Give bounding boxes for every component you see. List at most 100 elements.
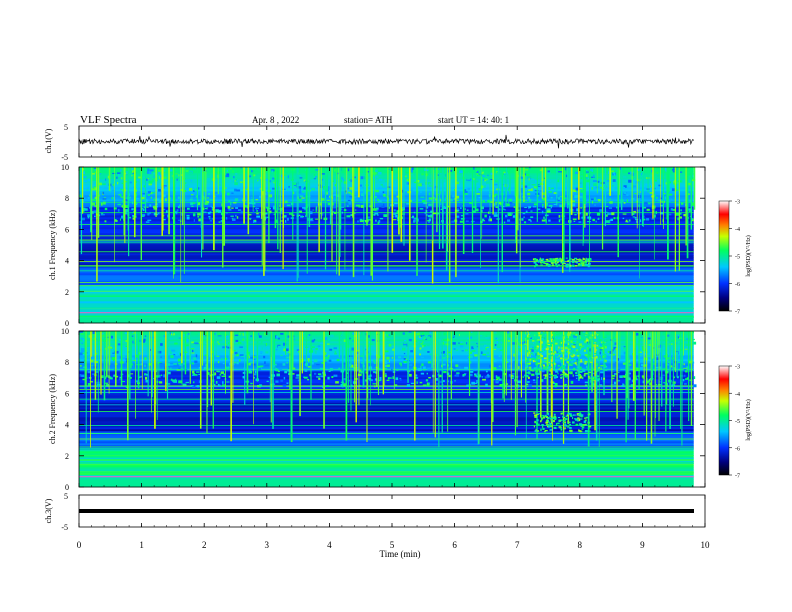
spectrogram-noise xyxy=(441,350,445,354)
spectrogram-noise xyxy=(112,196,115,200)
spectrogram-noise xyxy=(132,217,136,220)
spectrogram-noise xyxy=(111,189,116,192)
spectrogram-noise xyxy=(162,173,165,176)
spectrogram-hiss xyxy=(562,412,564,414)
spectrogram-noise xyxy=(533,381,537,383)
spectrogram-noise xyxy=(693,341,697,345)
spectrogram-noise xyxy=(333,195,336,197)
spectrogram-noise xyxy=(322,186,327,190)
spectrogram-emission-line xyxy=(79,251,694,253)
spectrogram-noise xyxy=(330,194,332,196)
spectrogram-noise xyxy=(297,379,300,382)
spectrogram-noise xyxy=(538,201,542,203)
spectrogram-band xyxy=(79,199,694,202)
spectrogram-noise xyxy=(387,377,390,380)
frequency-tick-label: 6 xyxy=(65,389,69,398)
spectrogram-noise xyxy=(215,209,219,213)
spectrogram-hiss xyxy=(525,357,528,360)
spectrogram-noise xyxy=(313,359,318,363)
spectrogram-noise xyxy=(147,178,149,180)
spectrogram-band xyxy=(79,485,694,488)
spectrogram-hiss xyxy=(556,336,558,339)
spectrogram-noise xyxy=(419,208,424,210)
spectrogram-noise xyxy=(483,344,487,347)
spectrogram-noise xyxy=(432,212,437,215)
ch1-waveform-trace xyxy=(78,134,694,149)
spectrogram-noise xyxy=(454,189,456,191)
spectrogram-noise xyxy=(259,195,261,199)
spectrogram-noise xyxy=(130,357,134,361)
spectrogram-band xyxy=(79,429,694,432)
spectrogram-hiss xyxy=(569,359,572,361)
spectrogram-noise xyxy=(455,195,460,199)
spectrogram-noise xyxy=(152,205,156,209)
spectrogram-noise xyxy=(308,360,310,363)
spectrogram-sferic xyxy=(318,167,320,253)
spectrogram-noise xyxy=(401,207,405,209)
spectrogram-noise xyxy=(680,179,683,183)
spectrogram-band xyxy=(79,355,694,358)
spectrogram-noise xyxy=(530,337,532,339)
spectrogram-sferic xyxy=(536,167,538,222)
spectrogram-noise xyxy=(528,177,530,181)
spectrogram-noise xyxy=(383,203,385,207)
spectrogram-emission-line xyxy=(79,235,694,237)
spectrogram-sferic xyxy=(516,331,518,428)
spectrogram-noise xyxy=(635,219,639,221)
spectrogram-noise xyxy=(248,175,252,178)
spectrogram-hiss xyxy=(600,367,602,370)
spectrogram-hiss xyxy=(582,424,586,427)
spectrogram-noise xyxy=(157,350,162,354)
spectrogram-noise xyxy=(355,178,357,181)
spectrogram-noise xyxy=(510,375,515,378)
spectrogram-hiss xyxy=(575,418,577,420)
spectrogram-noise xyxy=(246,351,251,355)
spectrogram-noise xyxy=(639,219,642,223)
spectrogram-noise xyxy=(266,216,270,219)
spectrogram-noise xyxy=(424,169,429,172)
spectrogram-noise xyxy=(345,190,347,193)
spectrogram-hiss xyxy=(541,260,543,262)
spectrogram-noise xyxy=(387,168,390,170)
spectrogram-noise xyxy=(420,372,425,375)
spectrogram-hiss xyxy=(545,344,548,347)
spectrogram-noise xyxy=(384,179,387,182)
spectrogram-noise xyxy=(551,187,554,190)
spectrogram-noise xyxy=(329,348,333,351)
spectrogram-sferic xyxy=(292,331,294,370)
spectrogram-hiss xyxy=(604,340,607,342)
spectrogram-sferic xyxy=(135,167,137,216)
spectrogram-noise xyxy=(264,332,266,336)
spectrogram-noise xyxy=(347,168,350,172)
spectrogram-noise xyxy=(290,373,295,375)
spectrogram-hiss xyxy=(562,376,565,378)
spectrogram-sferic xyxy=(400,167,403,242)
spectrogram-noise xyxy=(140,375,143,378)
spectrogram-noise xyxy=(495,337,497,340)
spectrogram-hiss xyxy=(538,332,541,335)
spectrogram-noise xyxy=(447,205,450,208)
spectrogram-noise xyxy=(542,203,544,206)
spectrogram-band xyxy=(79,371,694,374)
spectrogram-sferic xyxy=(510,331,512,400)
spectrogram-hiss xyxy=(603,377,606,380)
spectrogram-band xyxy=(79,395,694,398)
spectrogram-sferic xyxy=(301,331,303,374)
spectrogram-noise xyxy=(519,349,522,353)
spectrogram-noise xyxy=(319,178,322,180)
spectrogram-band xyxy=(79,269,694,272)
spectrogram-noise xyxy=(463,191,468,194)
spectrogram-noise xyxy=(363,347,366,349)
spectrogram-noise xyxy=(521,218,524,221)
spectrogram-sferic xyxy=(217,167,219,195)
spectrogram-noise xyxy=(113,207,117,210)
spectrogram-hiss xyxy=(594,370,597,374)
spectrogram-noise xyxy=(565,174,568,178)
spectrogram-band xyxy=(79,277,694,280)
spectrogram-hiss xyxy=(555,257,559,259)
spectrogram-noise xyxy=(670,340,673,342)
spectrogram-noise xyxy=(392,332,395,334)
spectrogram-noise xyxy=(485,335,488,337)
spectrogram-noise xyxy=(373,359,376,363)
spectrogram-noise xyxy=(408,189,413,192)
